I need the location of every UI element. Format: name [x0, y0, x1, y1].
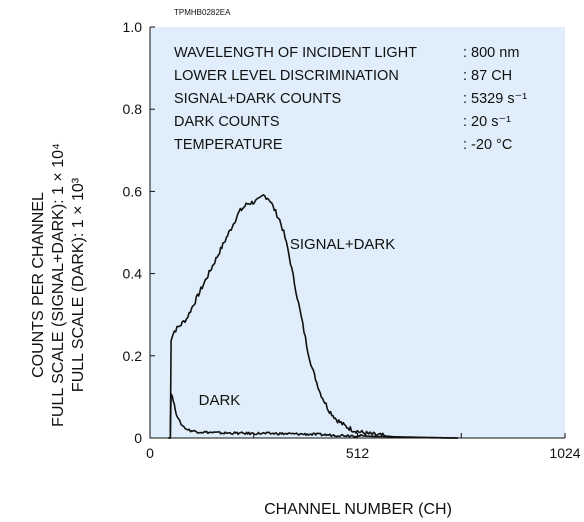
figure-code: TPMHB0282EA — [174, 8, 231, 17]
annotation-label-wavelength: WAVELENGTH OF INCIDENT LIGHT — [174, 45, 417, 61]
series-line-dark — [168, 393, 458, 439]
plot-area — [150, 27, 565, 438]
y-axis-title-line1: COUNTS PER CHANNEL — [30, 192, 47, 378]
curves-layer — [168, 194, 458, 439]
annotation-value-dark-counts: : 20 s⁻¹ — [463, 114, 511, 130]
annotation-value-temperature: : -20 °C — [463, 137, 512, 153]
annotation-label-dark-counts: DARK COUNTS — [174, 114, 280, 130]
series-label-dark: DARK — [199, 392, 241, 409]
y-axis-title-line3: FULL SCALE (DARK): 1 × 10³ — [70, 177, 87, 392]
x-tick-label: 1024 — [549, 445, 580, 461]
annotation-block: WAVELENGTH OF INCIDENT LIGHT : 800 nm LO… — [174, 45, 527, 153]
ticks-layer: 0 0.2 0.4 0.6 0.8 1.0 0 512 1024 — [123, 19, 581, 461]
y-tick-label: 1.0 — [123, 19, 143, 35]
y-tick-label: 0.4 — [123, 266, 143, 282]
annotation-value-wavelength: : 800 nm — [463, 45, 519, 61]
annotation-value-discrimination: : 87 CH — [463, 68, 512, 84]
annotation-label-signal-counts: SIGNAL+DARK COUNTS — [174, 91, 341, 107]
y-tick-label: 0 — [134, 430, 142, 446]
axis-lines — [149, 27, 565, 439]
y-axis-title-line2: FULL SCALE (SIGNAL+DARK): 1 × 10⁴ — [50, 143, 67, 427]
x-tick-label: 0 — [146, 445, 154, 461]
annotation-label-discrimination: LOWER LEVEL DISCRIMINATION — [174, 68, 399, 84]
y-tick-label: 0.8 — [123, 101, 143, 117]
annotation-label-temperature: TEMPERATURE — [174, 137, 283, 153]
series-labels-layer: SIGNAL+DARK DARK — [199, 236, 396, 409]
y-tick-label: 0.6 — [123, 183, 143, 199]
y-axis-title: COUNTS PER CHANNEL FULL SCALE (SIGNAL+DA… — [30, 143, 87, 427]
y-tick-label: 0.2 — [123, 348, 143, 364]
series-label-signal-dark: SIGNAL+DARK — [290, 236, 395, 253]
annotation-value-signal-counts: : 5329 s⁻¹ — [463, 91, 527, 107]
x-tick-label: 512 — [346, 445, 370, 461]
x-axis-title: CHANNEL NUMBER (CH) — [264, 501, 452, 518]
